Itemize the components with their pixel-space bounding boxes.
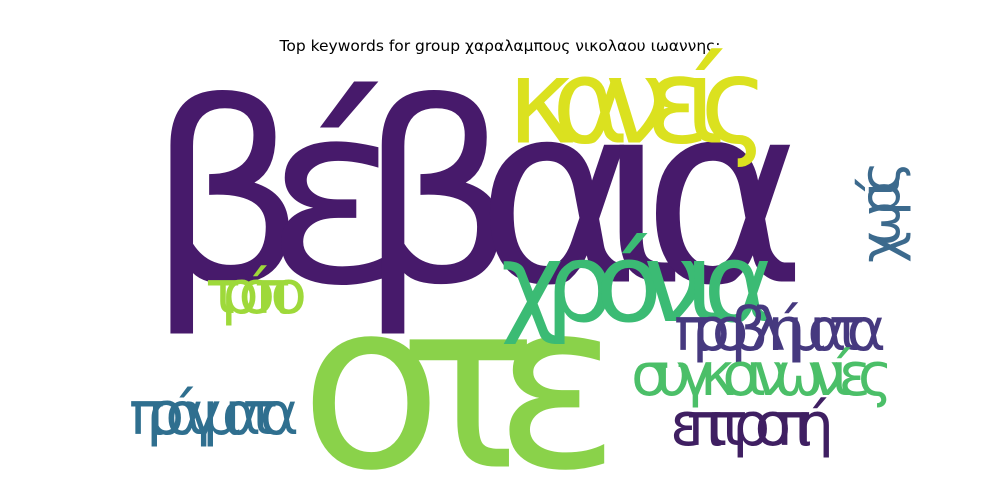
chart-title: Top keywords for group χαραλαμπους νικολ… xyxy=(279,37,721,55)
wordcloud-word: συγκοινωνίες xyxy=(631,340,893,410)
wordcloud-word: βέβαια xyxy=(147,50,807,341)
wordcloud-word: επιτροπή xyxy=(670,390,834,460)
wordcloud-word: κανείς xyxy=(507,34,769,171)
wordcloud-word: πράγματα xyxy=(129,379,299,449)
wordcloud-word: προβλήματα xyxy=(674,295,886,365)
wordcloud-word: τρόπο xyxy=(205,258,307,328)
wordcloud-word: οτε xyxy=(300,251,620,500)
wordcloud-word: χωρίς xyxy=(848,161,912,263)
wordcloud-word: χρόνια xyxy=(501,219,776,347)
